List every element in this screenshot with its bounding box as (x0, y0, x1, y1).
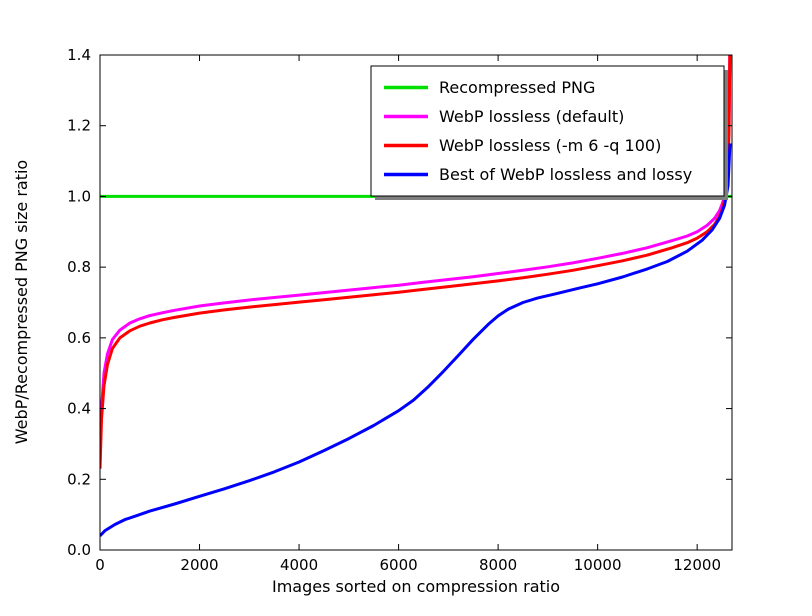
legend-box (370, 65, 725, 197)
x-tick-label: 6000 (379, 556, 417, 574)
x-tick-label: 8000 (479, 556, 517, 574)
x-tick-label: 10000 (574, 556, 622, 574)
legend-entry-2: WebP lossless (-m 6 -q 100) (384, 136, 661, 155)
y-tick-label: 0.6 (67, 329, 91, 347)
y-tick-label: 1.2 (67, 117, 91, 135)
legend-entry-1: WebP lossless (default) (384, 107, 624, 126)
series-line-3 (100, 143, 732, 537)
legend-label: Recompressed PNG (439, 78, 595, 97)
chart-generated-layer: 0 2000 4000 6000 8000 10000 12000 0.0 0.2 0.4 0.6 0… (67, 46, 733, 574)
legend: Recompressed PNG WebP lossless (default) W… (384, 78, 692, 184)
y-tick-label: 0.8 (67, 258, 91, 276)
series-line-2 (100, 55, 732, 469)
axes-frame (99, 54, 733, 551)
y-tick-label: 0.0 (67, 541, 91, 559)
x-tick-label: 4000 (280, 556, 318, 574)
legend-label: WebP lossless (default) (439, 107, 624, 126)
x-tick-label: 0 (95, 556, 105, 574)
y-tick-label: 0.4 (67, 400, 91, 418)
legend-entry-3: Best of WebP lossless and lossy (384, 165, 692, 184)
y-tick-label: 1.0 (67, 187, 91, 205)
y-axis-label: WebP/Recompressed PNG size ratio (12, 160, 31, 444)
series-line-1 (100, 55, 732, 459)
y-tick-label: 1.4 (67, 46, 91, 64)
legend-entry-0: Recompressed PNG (384, 78, 595, 97)
legend-label: Best of WebP lossless and lossy (439, 165, 692, 184)
x-tick-label: 12000 (673, 556, 721, 574)
x-tick-label: 2000 (180, 556, 218, 574)
x-axis-label: Images sorted on compression ratio (272, 577, 560, 596)
y-tick-label: 0.2 (67, 470, 91, 488)
legend-label: WebP lossless (-m 6 -q 100) (439, 136, 661, 155)
